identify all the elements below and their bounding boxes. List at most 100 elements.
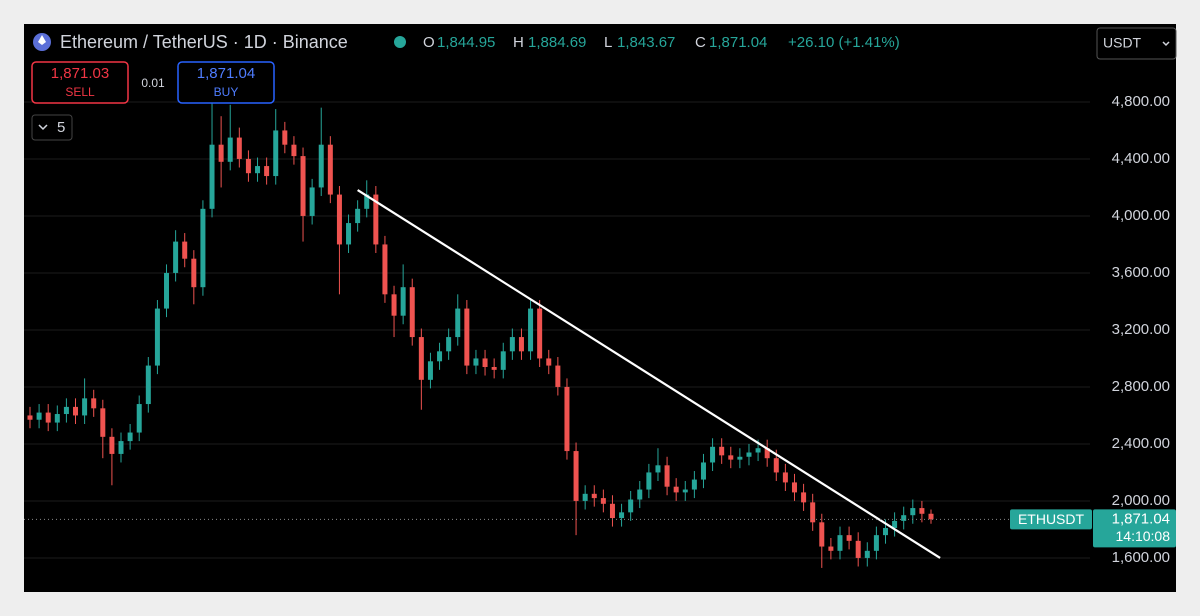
- candle-body: [710, 446, 716, 463]
- candle-body: [537, 308, 543, 359]
- candle-body: [191, 258, 197, 288]
- sell-price: 1,871.03: [51, 65, 109, 82]
- candle-body: [136, 404, 142, 433]
- chart-background: [24, 24, 1176, 592]
- candle-body: [318, 144, 324, 188]
- candle-body: [600, 498, 606, 504]
- candle-body: [628, 499, 634, 513]
- candle-body: [901, 515, 907, 521]
- spread: 0.01: [141, 76, 165, 90]
- candle-body: [300, 156, 306, 216]
- ohlc-value: 1,871.04: [709, 34, 767, 51]
- candle-body: [409, 287, 415, 338]
- candle-body: [245, 158, 251, 174]
- candle-body: [555, 365, 561, 387]
- candle-body: [200, 208, 206, 288]
- candle-body: [437, 351, 443, 362]
- candle-body: [182, 241, 188, 259]
- trendline: [357, 189, 941, 559]
- ohlc-value: 1,843.67: [617, 34, 675, 51]
- candle-body: [582, 493, 588, 501]
- candle-body: [382, 244, 388, 295]
- candle-body: [227, 137, 233, 162]
- candle-body: [273, 130, 279, 177]
- y-tick-label: 4,800.00: [1112, 93, 1170, 110]
- candle-body: [682, 489, 688, 493]
- candle-body: [882, 528, 888, 536]
- plot-layer: [24, 103, 1090, 568]
- candle-body: [673, 486, 679, 493]
- candle-body: [746, 452, 752, 457]
- candle-body: [655, 465, 661, 473]
- candle-body: [473, 358, 479, 366]
- logo-mark: [38, 35, 46, 45]
- ohlc-label: C: [695, 34, 706, 51]
- candle-body: [782, 472, 788, 483]
- y-tick-label: 3,600.00: [1112, 264, 1170, 281]
- candle-body: [100, 408, 106, 437]
- candle-body: [291, 144, 297, 157]
- ohlc-value: 1,844.95: [437, 34, 495, 51]
- candle-body: [482, 358, 488, 367]
- candle-body: [864, 550, 870, 558]
- candle-body: [346, 223, 352, 245]
- candle-body: [418, 337, 424, 380]
- candle-body: [45, 412, 51, 423]
- candle-body: [564, 386, 570, 452]
- candle-body: [892, 520, 898, 529]
- candle-body: [591, 493, 597, 499]
- candle-body: [646, 472, 652, 490]
- ohlc-label: O: [423, 34, 435, 51]
- candle-body: [764, 448, 770, 459]
- candle-body: [63, 406, 69, 415]
- candle-body: [327, 144, 333, 195]
- ohlc-label: L: [604, 34, 612, 51]
- candle-body: [464, 308, 470, 366]
- candle-body: [255, 166, 261, 174]
- y-tick-label: 3,200.00: [1112, 321, 1170, 338]
- candle-body: [491, 366, 497, 370]
- currency-dropdown[interactable]: [1096, 27, 1177, 60]
- dropdown-arrow: [1162, 41, 1170, 47]
- candle-body: [801, 492, 807, 503]
- candle-body: [810, 502, 816, 523]
- candle-body: [910, 508, 916, 516]
- candle-body: [528, 308, 534, 352]
- candle-body: [109, 436, 115, 454]
- candle-body: [518, 337, 524, 352]
- symbol-tag: [1010, 509, 1092, 530]
- y-tick-label: 4,400.00: [1112, 150, 1170, 167]
- candle-body: [54, 414, 60, 423]
- indicator-count: 5: [57, 119, 65, 136]
- price-tag-value: 1,871.04: [1112, 510, 1170, 527]
- currency-label: USDT: [1103, 35, 1142, 51]
- candle-body: [873, 535, 879, 551]
- candle-body: [664, 465, 670, 487]
- candle-body: [164, 272, 170, 309]
- market-status: [394, 36, 406, 48]
- candle-body: [391, 294, 397, 316]
- candle-body: [609, 503, 615, 519]
- sell-label: SELL: [65, 85, 95, 99]
- candle-body: [91, 398, 97, 409]
- indicator-toggle[interactable]: [31, 114, 73, 141]
- y-tick-label: 2,000.00: [1112, 492, 1170, 509]
- symbol-tag-label: ETHUSDT: [1018, 511, 1085, 527]
- candle-body: [837, 535, 843, 551]
- candle-body: [27, 415, 33, 420]
- candle-body: [145, 365, 151, 405]
- candle-body: [919, 508, 925, 514]
- candle-body: [364, 194, 370, 209]
- candle-body: [700, 462, 706, 480]
- candle-body: [719, 446, 725, 456]
- buy-button[interactable]: [177, 61, 275, 104]
- candle-body: [309, 187, 315, 216]
- ohlc-label: H: [513, 34, 524, 51]
- sell-button[interactable]: [31, 61, 129, 104]
- candle-body: [118, 441, 124, 454]
- candle-body: [173, 241, 179, 273]
- candle-body: [218, 144, 224, 162]
- candle-body: [755, 448, 761, 453]
